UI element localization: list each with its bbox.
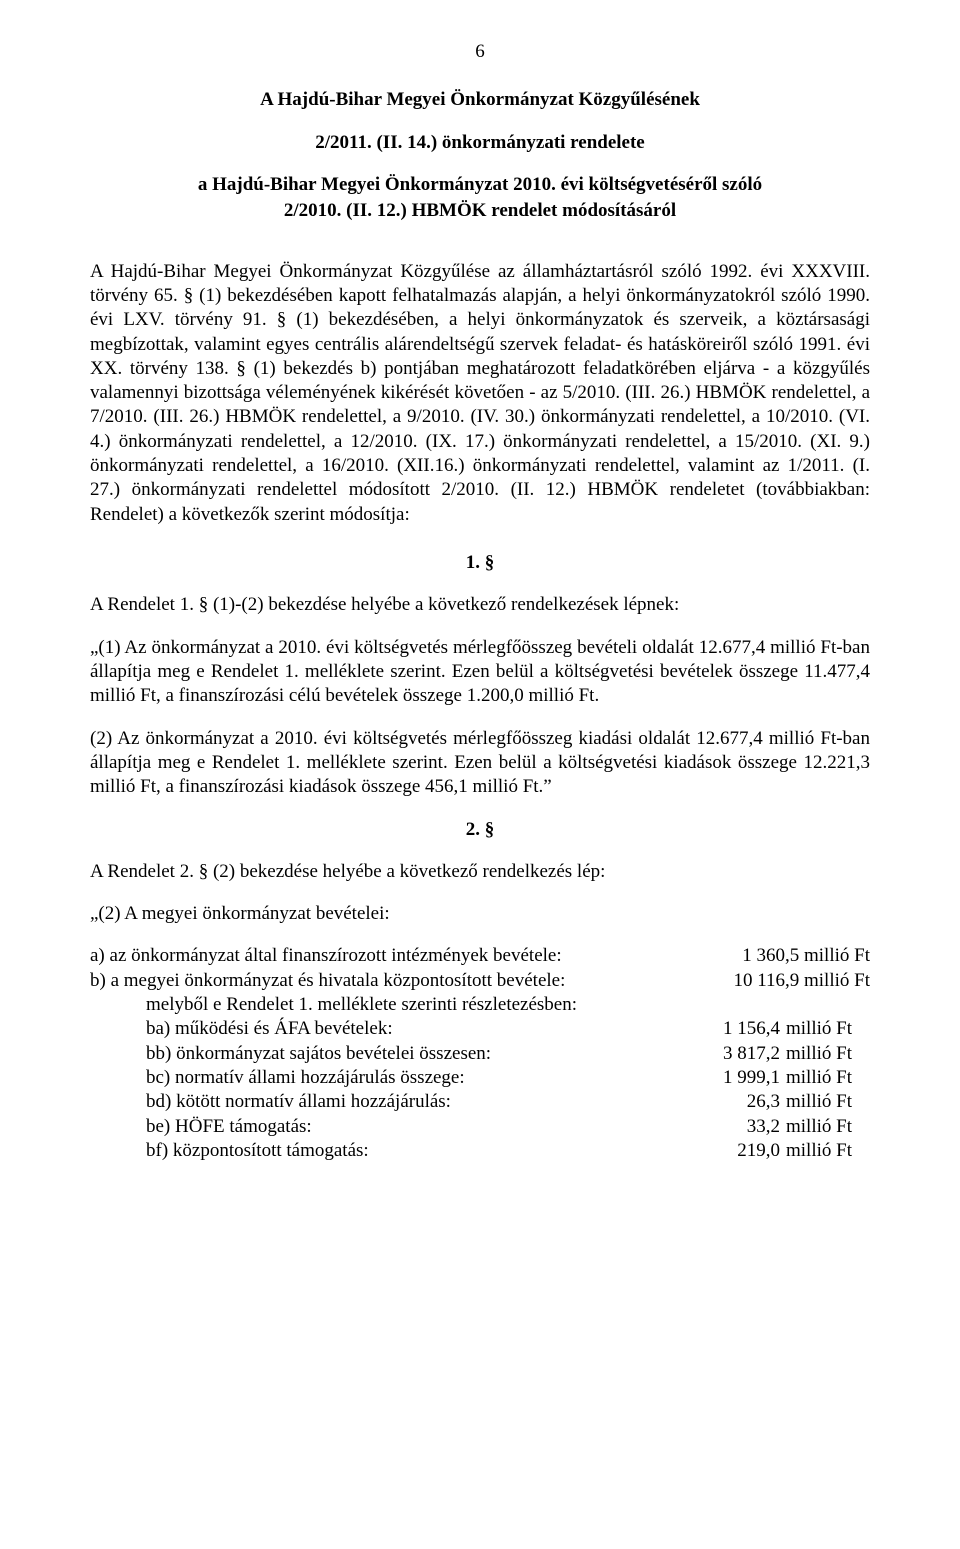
title-line-1: A Hajdú-Bihar Megyei Önkormányzat Közgyű…	[90, 88, 870, 112]
row-label: ba) működési és ÁFA bevételek:	[90, 1017, 670, 1041]
page-number: 6	[90, 40, 870, 64]
row-unit: millió Ft	[780, 1017, 870, 1041]
row-label: b) a megyei önkormányzat és hivatala köz…	[90, 969, 670, 993]
table-row: melyből e Rendelet 1. melléklete szerint…	[90, 993, 870, 1017]
table-row: b) a megyei önkormányzat és hivatala köz…	[90, 969, 870, 993]
title-line-4: 2/2010. (II. 12.) HBMÖK rendelet módosít…	[90, 199, 870, 223]
revenue-table: a) az önkormányzat által finanszírozott …	[90, 944, 870, 1163]
row-label: bf) központosított támogatás:	[90, 1139, 670, 1163]
row-value: 1 156,4	[670, 1017, 780, 1041]
row-value: 1 360,5 millió Ft	[670, 944, 870, 968]
row-label: bd) kötött normatív állami hozzájárulás:	[90, 1090, 670, 1114]
row-unit	[780, 993, 870, 1017]
row-unit: millió Ft	[780, 1139, 870, 1163]
title-line-2: 2/2011. (II. 14.) önkormányzati rendelet…	[90, 131, 870, 155]
row-value: 26,3	[670, 1090, 780, 1114]
row-label: be) HÖFE támogatás:	[90, 1115, 670, 1139]
row-value: 33,2	[670, 1115, 780, 1139]
row-unit: millió Ft	[780, 1042, 870, 1066]
row-label: a) az önkormányzat által finanszírozott …	[90, 944, 670, 968]
title-line-3: a Hajdú-Bihar Megyei Önkormányzat 2010. …	[90, 173, 870, 197]
table-row: bb) önkormányzat sajátos bevételei össze…	[90, 1042, 870, 1066]
table-row: bd) kötött normatív állami hozzájárulás:…	[90, 1090, 870, 1114]
table-row: bc) normatív állami hozzájárulás összege…	[90, 1066, 870, 1090]
row-value: 1 999,1	[670, 1066, 780, 1090]
table-row: a) az önkormányzat által finanszírozott …	[90, 944, 870, 968]
section-2-number: 2. §	[90, 818, 870, 842]
section-2-intro: A Rendelet 2. § (2) bekezdése helyébe a …	[90, 860, 870, 884]
document-title-block: A Hajdú-Bihar Megyei Önkormányzat Közgyű…	[90, 88, 870, 223]
section-1-para-1: „(1) Az önkormányzat a 2010. évi költség…	[90, 636, 870, 709]
row-value: 219,0	[670, 1139, 780, 1163]
section-1-number: 1. §	[90, 551, 870, 575]
row-unit: millió Ft	[780, 1090, 870, 1114]
row-label: melyből e Rendelet 1. melléklete szerint…	[90, 993, 670, 1017]
section-1-intro: A Rendelet 1. § (1)-(2) bekezdése helyéb…	[90, 593, 870, 617]
table-row: ba) működési és ÁFA bevételek: 1 156,4 m…	[90, 1017, 870, 1041]
row-unit: millió Ft	[780, 1115, 870, 1139]
row-value	[670, 993, 780, 1017]
table-row: be) HÖFE támogatás: 33,2 millió Ft	[90, 1115, 870, 1139]
row-label: bc) normatív állami hozzájárulás összege…	[90, 1066, 670, 1090]
row-unit: millió Ft	[780, 1066, 870, 1090]
section-2-lead: „(2) A megyei önkormányzat bevételei:	[90, 902, 870, 926]
row-value: 10 116,9 millió Ft	[670, 969, 870, 993]
row-value: 3 817,2	[670, 1042, 780, 1066]
table-row: bf) központosított támogatás: 219,0 mill…	[90, 1139, 870, 1163]
section-1-para-2: (2) Az önkormányzat a 2010. évi költségv…	[90, 727, 870, 800]
row-label: bb) önkormányzat sajátos bevételei össze…	[90, 1042, 670, 1066]
preamble-paragraph: A Hajdú-Bihar Megyei Önkormányzat Közgyű…	[90, 260, 870, 527]
